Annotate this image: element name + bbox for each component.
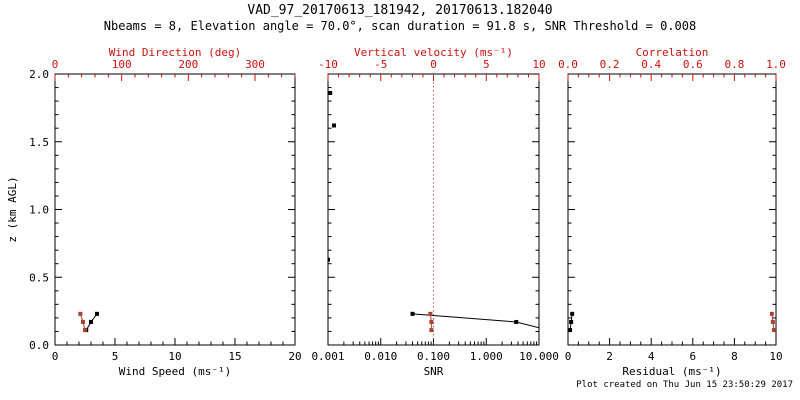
tick-label: 10 — [532, 58, 545, 71]
tick-label: 200 — [178, 58, 198, 71]
tick-label: 8 — [731, 350, 738, 363]
tick-label: 0 — [430, 58, 437, 71]
tick-label: 1.000 — [470, 350, 503, 363]
tick-label: 20 — [288, 350, 301, 363]
top-axis-snr: -10 -5 0 5 10 Vertical velocity (ms⁻¹) — [318, 46, 546, 81]
series-vertical_velocity — [428, 311, 434, 333]
panel-frame — [567, 73, 777, 346]
plot-created-timestamp: Plot created on Thu Jun 15 23:50:29 2017 — [576, 380, 793, 390]
series-wind_direction — [78, 311, 87, 333]
tick-label: 10.000 — [519, 350, 559, 363]
data-point-snr_high_gates — [328, 257, 330, 262]
plot-subtitle: Nbeams = 8, Elevation angle = 70.0°, sca… — [103, 19, 697, 33]
tick-label: 10 — [769, 350, 782, 363]
tick-label: 0.5 — [29, 271, 49, 284]
tick-label: 15 — [228, 350, 241, 363]
tick-label: 1.0 — [766, 58, 786, 71]
tick-label: 300 — [245, 58, 265, 71]
series-correlation — [769, 311, 776, 333]
tick-label: 2 — [606, 350, 613, 363]
plot-title: VAD_97_20170613_181942, 20170613.182040 — [247, 3, 553, 18]
tick-label: 0 — [52, 58, 59, 71]
tick-label: -10 — [318, 58, 338, 71]
data-point-residual — [568, 328, 573, 333]
data-point-snr_profile — [514, 319, 519, 324]
bottom-axis-residual: 0 2 4 6 8 10 Residual (ms⁻¹) — [565, 338, 783, 378]
tick-label: -5 — [374, 58, 387, 71]
tick-label: 2.0 — [29, 68, 49, 81]
bottom-axis-snr: 0.001 0.010 0.100 1.000 10.000 SNR — [311, 338, 559, 378]
tick-label: 6 — [689, 350, 696, 363]
tick-label: 1.0 — [29, 204, 49, 217]
top-axis-label-residual: Correlation — [636, 46, 709, 59]
panel-frame — [54, 73, 296, 346]
data-point-wind_direction — [83, 328, 87, 333]
y-axis-residual — [568, 73, 776, 346]
top-axis-wind: 0 100 200 300 Wind Direction (deg) — [52, 46, 296, 81]
y-axis-wind: 0.0 0.5 1.0 1.5 2.0 z (km AGL) — [6, 68, 295, 352]
tick-label: 0.6 — [683, 58, 703, 71]
data-point-snr_profile — [546, 328, 550, 332]
data-point-vertical_velocity — [428, 311, 433, 316]
tick-label: 0.2 — [600, 58, 620, 71]
bottom-axis-wind: 0 5 10 15 20 Wind Speed (ms⁻¹) — [52, 338, 302, 378]
tick-label: 1.5 — [29, 136, 49, 149]
data-point-snr_high_gates — [328, 90, 333, 95]
tick-label: 0.0 — [558, 58, 578, 71]
tick-label: 5 — [112, 350, 119, 363]
top-axis-label-snr: Vertical velocity (ms⁻¹) — [354, 46, 513, 59]
data-point-vertical_velocity — [429, 328, 434, 333]
data-point-residual — [569, 319, 574, 324]
tick-label: 0.100 — [417, 350, 450, 363]
tick-label: 100 — [112, 58, 132, 71]
y-axis-label: z (km AGL) — [6, 176, 19, 242]
x-axis-label-residual: Residual (ms⁻¹) — [622, 365, 721, 378]
series-snr_high_gates — [328, 90, 337, 262]
data-point-wind_direction — [81, 319, 85, 324]
tick-label: 0.8 — [724, 58, 744, 71]
tick-label: 10 — [168, 350, 181, 363]
tick-label: 0.0 — [29, 339, 49, 352]
data-point-correlation — [770, 319, 775, 324]
panel-residual: 0 2 4 6 8 10 Residual (ms⁻¹) 0.0 0.2 0.4 0.6 0.8 1.0… — [558, 46, 786, 378]
top-axis-label-wind: Wind Direction (deg) — [109, 46, 241, 59]
data-point-snr_high_gates — [332, 123, 337, 128]
top-axis-residual: 0.0 0.2 0.4 0.6 0.8 1.0 Correlation — [558, 46, 786, 81]
y-axis-snr — [328, 73, 539, 346]
tick-label: 0.001 — [311, 350, 344, 363]
data-point-vertical_velocity — [429, 319, 434, 324]
x-axis-label-wind: Wind Speed (ms⁻¹) — [119, 365, 232, 378]
series-residual — [568, 311, 575, 333]
data-point-residual — [570, 311, 575, 316]
panel-wind: 0 5 10 15 20 Wind Speed (ms⁻¹) 0 100 200 300 Wind … — [6, 46, 302, 378]
data-point-wind_speed — [89, 319, 93, 324]
data-point-wind_direction — [78, 311, 83, 316]
tick-label: 0.010 — [364, 350, 397, 363]
tick-label: 0.4 — [641, 58, 661, 71]
x-axis-label-snr: SNR — [424, 365, 444, 378]
data-point-wind_speed — [95, 311, 99, 316]
panel-snr: 0.001 0.010 0.100 1.000 10.000 SNR -10 -5 0 5 10 Ve… — [311, 46, 558, 378]
tick-label: 0 — [565, 350, 572, 363]
series-snr_profile — [410, 311, 550, 332]
data-point-correlation — [769, 311, 774, 316]
tick-label: 5 — [483, 58, 490, 71]
tick-label: 4 — [648, 350, 655, 363]
data-point-snr_profile — [410, 311, 415, 316]
data-point-correlation — [771, 328, 776, 333]
tick-label: 0 — [52, 350, 59, 363]
